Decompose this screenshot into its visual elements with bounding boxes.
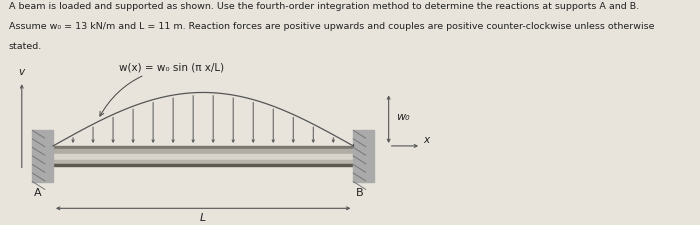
- Text: x: x: [423, 135, 429, 145]
- Bar: [53, 160, 354, 164]
- Text: B: B: [356, 188, 363, 198]
- Text: v: v: [19, 67, 25, 77]
- Bar: [32, 130, 53, 182]
- Text: w₀: w₀: [395, 112, 409, 122]
- Bar: [53, 164, 354, 166]
- Bar: [53, 149, 354, 154]
- Text: A: A: [34, 188, 42, 198]
- Text: stated.: stated.: [9, 42, 42, 51]
- Bar: [53, 154, 354, 160]
- Bar: [53, 146, 354, 149]
- Text: Assume w₀ = 13 kN/m and L = 11 m. Reaction forces are positive upwards and coupl: Assume w₀ = 13 kN/m and L = 11 m. Reacti…: [9, 22, 654, 31]
- Text: w(x) = w₀ sin (π x/L): w(x) = w₀ sin (π x/L): [100, 62, 224, 116]
- Text: L: L: [200, 213, 206, 223]
- Bar: [354, 130, 374, 182]
- Text: A beam is loaded and supported as shown. Use the fourth-order integration method: A beam is loaded and supported as shown.…: [9, 2, 639, 11]
